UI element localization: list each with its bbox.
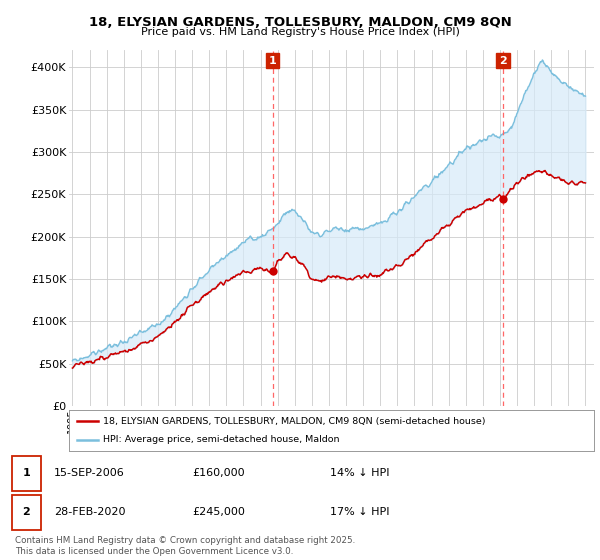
Text: 2: 2 [23, 507, 30, 517]
Text: 17% ↓ HPI: 17% ↓ HPI [330, 507, 389, 517]
Text: 1: 1 [23, 468, 30, 478]
Text: Price paid vs. HM Land Registry's House Price Index (HPI): Price paid vs. HM Land Registry's House … [140, 27, 460, 37]
Text: 28-FEB-2020: 28-FEB-2020 [54, 507, 125, 517]
Text: £245,000: £245,000 [192, 507, 245, 517]
Text: 1: 1 [269, 55, 277, 66]
Text: £160,000: £160,000 [192, 468, 245, 478]
Text: HPI: Average price, semi-detached house, Maldon: HPI: Average price, semi-detached house,… [103, 436, 340, 445]
Text: 18, ELYSIAN GARDENS, TOLLESBURY, MALDON, CM9 8QN: 18, ELYSIAN GARDENS, TOLLESBURY, MALDON,… [89, 16, 511, 29]
Text: 14% ↓ HPI: 14% ↓ HPI [330, 468, 389, 478]
Text: 15-SEP-2006: 15-SEP-2006 [54, 468, 125, 478]
Text: Contains HM Land Registry data © Crown copyright and database right 2025.
This d: Contains HM Land Registry data © Crown c… [15, 536, 355, 556]
Text: 2: 2 [499, 55, 507, 66]
Text: 18, ELYSIAN GARDENS, TOLLESBURY, MALDON, CM9 8QN (semi-detached house): 18, ELYSIAN GARDENS, TOLLESBURY, MALDON,… [103, 417, 485, 426]
